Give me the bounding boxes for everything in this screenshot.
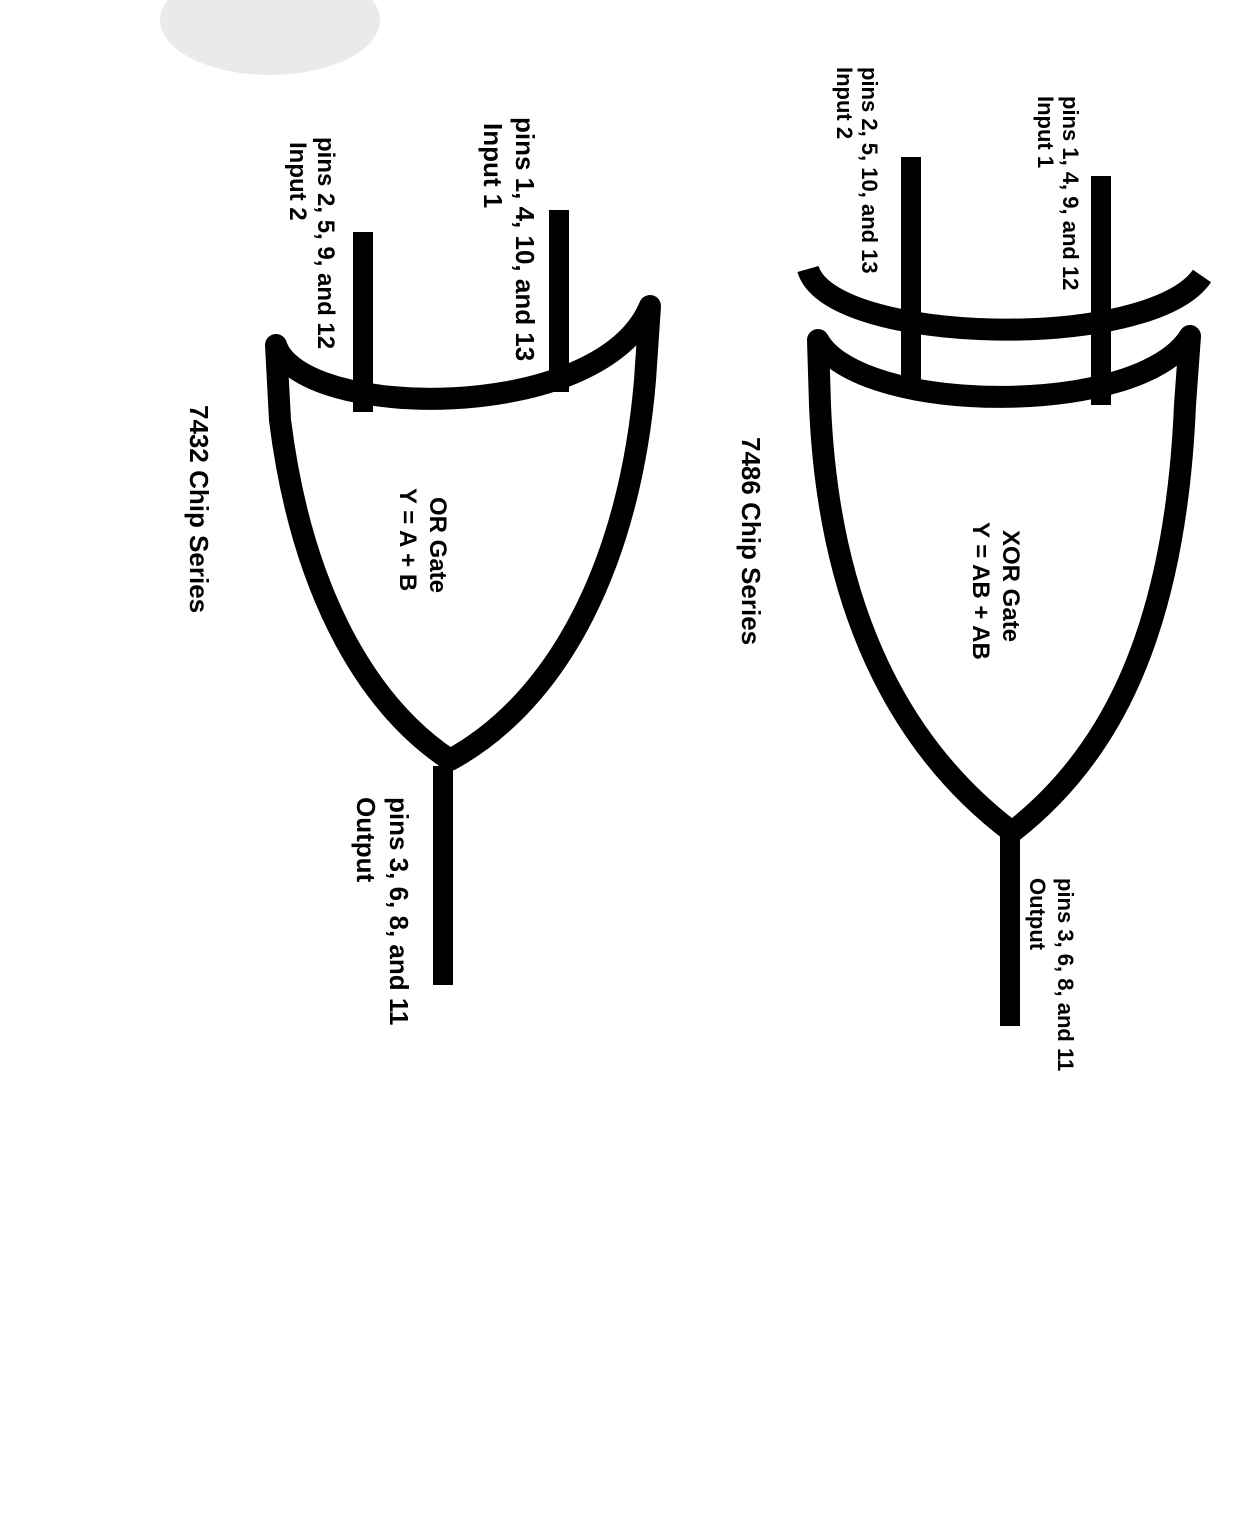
xor-output-label: Output [1025,878,1050,951]
or-input1-pins: pins 1, 4, 10, and 13 [510,117,540,361]
or-gate-body [265,295,661,771]
xor-input2-label: Input 2 [832,67,857,139]
or-input1-label: Input 1 [478,123,508,208]
or-gate: OR Gate Y = A + B 7432 Chip Series pins … [184,117,661,1025]
or-output-pins: pins 3, 6, 8, and 11 [384,797,414,1025]
or-gate-equation: Y = A + B [394,488,421,591]
or-input2-label: Input 2 [284,142,311,221]
xor-gate: XOR Gate Y = AB + AB 7486 Chip Series pi… [736,67,1212,1071]
or-chip-series: 7432 Chip Series [184,405,214,613]
or-input2-pins: pins 2, 5, 9, and 12 [312,137,339,349]
or-output-label: Output [351,797,381,883]
xor-gate-name: XOR Gate [997,530,1024,642]
or-gate-name: OR Gate [424,497,451,593]
xor-gate-equation: Y = AB + AB [967,522,994,660]
xor-input1-label: Input 1 [1033,96,1058,168]
xor-input1-pins: pins 1, 4, 9, and 12 [1058,96,1083,290]
xor-extra-arc [797,264,1212,341]
xor-chip-series: 7486 Chip Series [736,437,766,645]
paper-smudge [160,0,380,75]
xor-output-pins: pins 3, 6, 8, and 11 [1053,878,1078,1071]
xor-gate-body [807,325,1201,843]
xor-input2-pins: pins 2, 5, 10, and 13 [857,67,882,274]
